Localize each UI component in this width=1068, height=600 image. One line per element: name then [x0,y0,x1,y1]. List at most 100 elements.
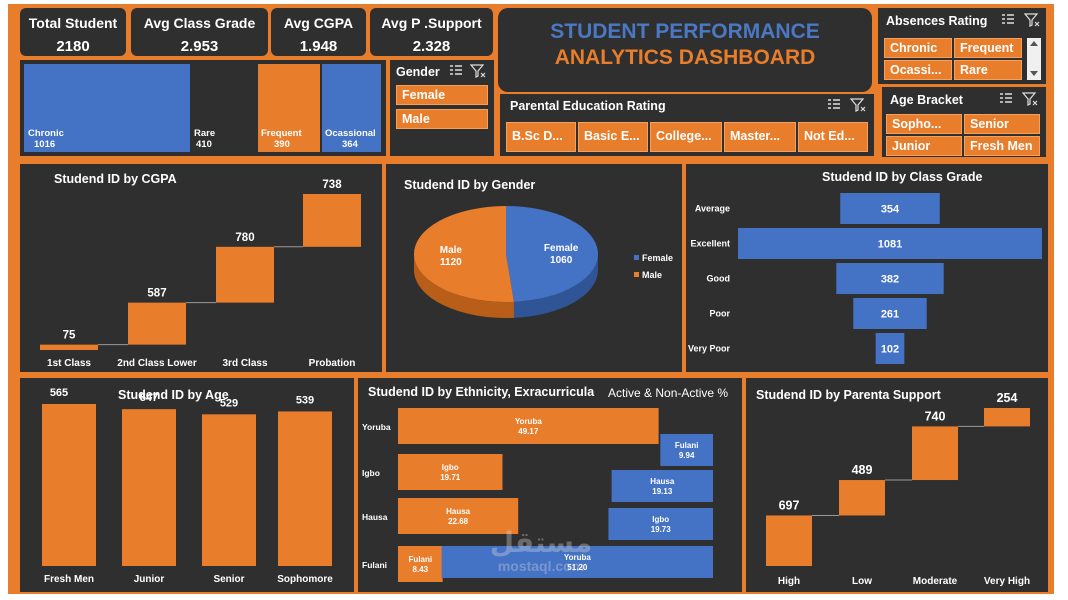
ethnicity-bar-chart: YorubaIgboHausaFulaniYoruba49.17Igbo19.7… [362,408,713,582]
slicer-item-fresh-men[interactable]: Fresh Men [964,136,1040,156]
slicer-title: Age Bracket [890,93,963,107]
ethnicity-chart-panel: Studend ID by Ethnicity, Exracurricula A… [358,378,742,592]
waterfall-bar-moderate [912,426,958,481]
slice-label: Male [440,245,463,256]
clear-filter-icon[interactable] [470,64,486,78]
parent-support-waterfall-chart: 697 High 489 Low 740 Moderate 254 Very High [766,391,1030,587]
tick-label: Junior [134,574,165,585]
bar-label: Ocassional [325,128,376,139]
slicer-scrollbar[interactable] [1027,38,1041,80]
tick-label: Very High [984,576,1030,587]
slicer-item-frequent[interactable]: Frequent [954,38,1022,58]
data-label: 354 [881,204,900,216]
funnel-bar-good [836,263,944,294]
tick-label: Excellent [690,239,730,249]
class-grade-bar-chart: 354 Average 1081 Excellent 382 Good 261 Poor 102… [688,193,1042,364]
tick-label: Very Poor [688,344,731,354]
bar-value: 9.94 [679,451,695,460]
slicer-item-basic[interactable]: Basic E... [578,122,648,152]
data-label: 254 [997,391,1018,405]
slicer-item-rare[interactable]: Rare [954,60,1022,80]
parental-education-slicer: Parental Education Rating B.Sc D... Basi… [500,94,874,156]
kpi-avg-class-grade: Avg Class Grade 2.953 [131,8,268,56]
bar-label: Igbo [652,515,669,524]
funnel-bar-poor [853,298,927,329]
tick-label: Average [695,204,730,214]
gender-slicer: Gender Female Male [390,60,494,156]
pie-side-male [414,254,514,318]
data-label: 1081 [878,239,902,251]
bar-junior [122,409,176,566]
slicer-item-male[interactable]: Male [396,109,488,129]
slicer-item-master[interactable]: Master... [724,122,796,152]
slicer-title: Absences Rating [886,14,988,28]
scroll-down-icon[interactable] [1030,71,1038,76]
bar-value: 22.68 [448,517,469,526]
gender-chart-panel: Studend ID by Gender Female 1060 Male 1120 F… [386,164,682,372]
select-all-icon[interactable] [1000,13,1016,27]
slicer-title: Gender [396,65,440,79]
absence-bar-frequent[interactable]: Frequent 390 [258,64,320,152]
clear-filter-icon[interactable] [1022,92,1038,106]
chart-title: Studend ID by Class Grade [822,170,983,184]
tick-label: Yoruba [362,422,391,432]
tick-label: 3rd Class [222,358,267,369]
absence-bar-chronic[interactable]: Chronic 1016 [24,64,190,152]
clear-filter-icon[interactable] [850,98,866,112]
data-label: 529 [220,397,238,409]
bar-value: 19.13 [652,487,673,496]
bar-hausa-blue [611,470,713,502]
legend-label: Female [642,253,673,263]
kpi-title: Avg P .Support [381,15,482,31]
slicer-item-female[interactable]: Female [396,85,488,105]
kpi-value: 1.948 [299,38,338,55]
legend-label: Male [642,270,662,280]
slicer-item-junior[interactable]: Junior [886,136,962,156]
select-all-icon[interactable] [448,64,464,78]
tick-label: Low [852,576,872,587]
slicer-item-senior[interactable]: Senior [964,114,1040,134]
slicer-title: Parental Education Rating [510,99,666,113]
kpi-value: 2.953 [180,38,219,55]
bar-label: Yoruba [564,553,592,562]
slicer-item-chronic[interactable]: Chronic [884,38,952,58]
bar-sophomore [278,411,332,566]
select-all-icon[interactable] [998,92,1014,106]
kpi-avg-cgpa: Avg CGPA 1.948 [271,8,366,56]
scroll-up-icon[interactable] [1030,41,1038,46]
bar-senior [202,414,256,566]
tick-label: Hausa [362,512,388,522]
kpi-title: Total Student [28,15,118,31]
data-label: 780 [235,232,254,244]
legend-swatch-female [634,255,639,260]
bar-value: 8.43 [413,565,429,574]
absence-bar-ocassional[interactable]: Ocassional 364 [322,64,381,152]
data-label: 75 [63,330,76,342]
slice-value: 1060 [550,255,573,266]
data-label: 740 [925,409,946,423]
slicer-item-not-educated[interactable]: Not Ed... [798,122,868,152]
kpi-value: 2180 [56,38,90,55]
bar-label: Igbo [442,463,459,472]
pie-slice-male [414,206,514,302]
absence-bar-rare[interactable]: Rare 410 [192,64,256,152]
chart-title: Studend ID by Age [118,388,229,402]
slicer-item-college[interactable]: College... [650,122,722,152]
bar-fulani-orange [398,546,443,582]
bar-yoruba-blue [441,546,713,578]
waterfall-bar-very-high [984,408,1030,427]
bar-igbo-orange [398,454,503,490]
slicer-item-bsc[interactable]: B.Sc D... [506,122,576,152]
data-label: 565 [50,387,68,399]
watermark: مستقل mostaql.com [486,528,596,575]
bar-label: Hausa [446,507,471,516]
clear-filter-icon[interactable] [1024,13,1040,27]
pie-slice-female [506,206,599,302]
slicer-item-ocassional[interactable]: Ocassi... [884,60,952,80]
watermark-latin: mostaql.com [497,558,585,574]
slicer-item-sophomore[interactable]: Sopho... [886,114,962,134]
parent-support-chart-panel: Studend ID by Parenta Support 697 High 489… [746,378,1048,592]
select-all-icon[interactable] [826,98,842,112]
tick-label: Senior [213,574,244,585]
